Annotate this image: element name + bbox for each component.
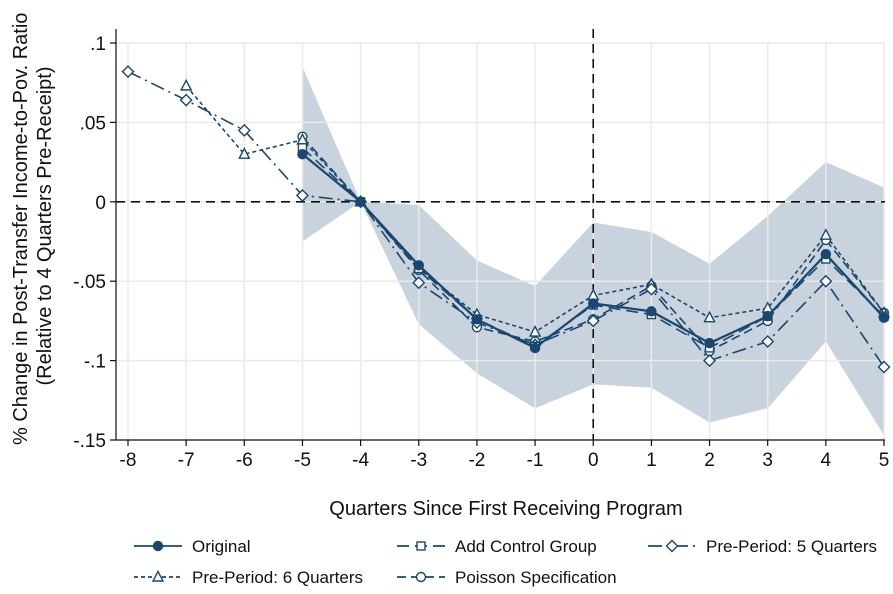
x-tick-label: 5	[879, 450, 890, 471]
data-point-marker	[646, 306, 657, 317]
data-point-marker	[665, 539, 679, 553]
data-point-marker	[820, 249, 832, 260]
x-tick-label: -8	[120, 450, 137, 471]
data-point-marker	[528, 325, 542, 337]
y-tick-label: -.1	[84, 352, 106, 373]
legend-entry: Pre-Period: 6 Quarters	[134, 568, 363, 587]
y-axis-title: % Change in Post-Transfer Income-to-Pov.…	[10, 7, 56, 445]
data-point-marker	[529, 342, 541, 354]
legend-entry: Original	[134, 537, 251, 556]
x-tick-label: -1	[527, 450, 544, 471]
data-point-marker	[877, 360, 891, 374]
tick-labels-layer: -8 -7 -6 -5 -4 -3 -2 -1 0 1 2 3 4 5 .1 .05 0 -.05 -.1 -.15	[73, 34, 889, 471]
y-tick-label: -.05	[73, 272, 106, 293]
y-tick-label: .1	[90, 34, 106, 55]
data-point-marker	[644, 282, 658, 296]
data-point-marker	[471, 314, 483, 325]
data-point-marker	[413, 260, 424, 271]
x-tick-label: 2	[704, 450, 715, 471]
y-tick-label: 0	[95, 193, 106, 214]
data-point-marker	[703, 354, 717, 368]
y-axis-title-line-2: (Relative to 4 Quarters Pre-Receipt)	[34, 66, 56, 385]
legend-label: Pre-Period: 6 Quarters	[192, 568, 363, 587]
data-point-marker	[415, 571, 427, 583]
x-axis-title: Quarters Since First Receiving Program	[329, 498, 682, 520]
legend-entry: Pre-Period: 5 Quarters	[648, 537, 877, 556]
data-point-marker	[878, 312, 890, 323]
legend-entry: Add Control Group	[397, 537, 597, 556]
x-tick-label: 4	[821, 450, 832, 471]
data-point-marker	[819, 228, 833, 240]
legend-entry: Poisson Specification	[397, 568, 617, 587]
x-tick-label: -4	[352, 450, 369, 471]
x-tick-label: -5	[294, 450, 311, 471]
data-point-marker	[588, 298, 599, 309]
series-group	[297, 148, 890, 354]
x-tick-label: 1	[646, 450, 657, 471]
y-tick-label: -.15	[73, 431, 106, 452]
data-point-marker	[412, 276, 426, 290]
data-point-marker	[761, 335, 775, 349]
data-point-marker	[704, 337, 715, 349]
data-point-marker	[819, 274, 833, 288]
data-point-marker	[762, 310, 773, 322]
legend-label: Original	[192, 537, 251, 556]
data-point-marker	[121, 65, 135, 79]
x-tick-label: 3	[762, 450, 773, 471]
data-point-marker	[703, 310, 716, 323]
y-tick-label: .05	[80, 113, 106, 134]
data-point-marker	[297, 148, 308, 160]
data-point-marker	[237, 123, 251, 137]
data-point-marker	[179, 78, 193, 91]
data-point-marker	[295, 188, 309, 202]
legend-label: Poisson Specification	[455, 568, 617, 587]
reference-lines-layer	[116, 29, 885, 440]
y-axis-title-line-1: % Change in Post-Transfer Income-to-Pov.…	[10, 13, 32, 445]
x-tick-label: 0	[588, 450, 599, 471]
x-tick-label: -3	[410, 450, 427, 471]
axes-layer	[110, 29, 885, 446]
data-point-marker	[586, 314, 600, 328]
data-point-marker	[152, 540, 164, 552]
x-tick-label: -6	[236, 450, 253, 471]
legend-label: Pre-Period: 5 Quarters	[706, 537, 877, 556]
data-point-marker	[151, 569, 165, 582]
legend: Original Add Control Group Pre-Period: 5 Q…	[134, 537, 877, 587]
series-layer	[121, 65, 891, 374]
data-point-marker	[238, 147, 251, 159]
x-tick-label: -7	[178, 450, 195, 471]
x-tick-label: -2	[468, 450, 485, 471]
legend-label: Add Control Group	[455, 537, 597, 556]
data-point-marker	[179, 93, 193, 107]
data-point-marker	[416, 541, 426, 551]
data-point-marker	[355, 196, 366, 208]
